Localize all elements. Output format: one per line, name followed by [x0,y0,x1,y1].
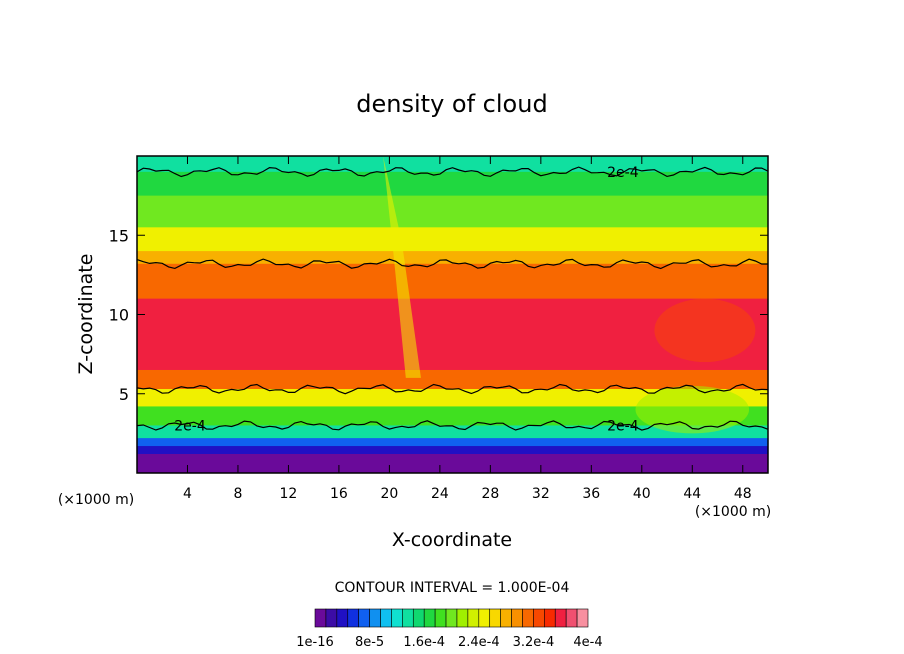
density-band [137,227,768,252]
colorbar-label: 8e-5 [355,635,384,650]
colorbar-swatch [369,608,381,628]
chart-title: density of cloud [356,90,547,118]
x-tick-label: 16 [330,486,348,502]
x-unit-right: (×1000 m) [695,504,771,520]
x-tick-label: 20 [380,486,398,502]
density-band [137,453,768,473]
contour-line [136,166,769,178]
colorbar-swatch [522,608,534,628]
density-band [137,406,768,427]
colorbar-swatch [456,608,469,628]
colorbar-label: 1.6e-4 [403,635,445,650]
x-tick-label: 4 [183,486,192,502]
density-band [137,425,768,439]
colorbar-swatch [412,608,425,628]
colorbar-swatch [554,608,567,628]
y-tick-label: 5 [119,385,129,404]
colorbar [314,608,589,628]
colorbar-swatch [445,608,458,628]
contour-line [136,258,768,270]
density-band [137,438,768,447]
colorbar-swatch [511,608,523,628]
colorbar-swatch [347,608,359,628]
band-group [137,156,768,473]
colorbar-swatch [576,608,589,628]
colorbar-swatch [391,608,403,628]
contour-label: 2e-4 [607,418,639,434]
density-band [137,446,768,455]
colorbar-swatch [533,608,545,628]
x-tick-label: 36 [582,486,600,502]
colorbar-swatch [478,608,491,628]
x-tick-label: 8 [233,486,242,502]
colorbar-swatch [434,608,447,628]
density-band [137,156,768,173]
density-band [137,369,768,390]
x-tick-label: 48 [734,486,752,502]
x-axis: 4 8 12 16 20 24 28 32 36 40 44 48 [183,156,752,502]
colorbar-swatch [544,608,556,628]
x-axis-label: X-coordinate [392,529,512,551]
colorbar-label: 2.4e-4 [458,635,500,650]
colorbar-swatch [358,608,370,628]
x-tick-label: 12 [280,486,298,502]
colorbar-swatch [314,608,327,628]
turbulent-patch [654,298,756,363]
colorbar-swatch [380,608,392,628]
contour-label: 2e-4 [174,418,206,434]
x-tick-label: 32 [532,486,550,502]
colorbar-swatch [423,608,436,628]
density-band [137,251,768,265]
x-tick-label: 28 [481,486,499,502]
colorbar-label: 1e-16 [296,635,334,650]
contour-line [136,383,769,395]
colorbar-swatch [467,608,480,628]
turbulent-patch [635,385,750,434]
y-axis-label: Z-coordinate [75,254,97,375]
colorbar-swatch [489,608,501,628]
contour-label: 2e-4 [607,165,639,181]
density-plume [383,156,421,378]
colorbar-swatch [565,608,578,628]
density-band [137,263,768,300]
y-tick-label: 15 [109,226,129,245]
colorbar-swatch [336,608,349,628]
colorbar-swatch [402,608,414,628]
colorbar-label: 3.2e-4 [513,635,555,650]
plot-area [137,156,768,473]
x-tick-label: 40 [633,486,651,502]
x-tick-label: 24 [431,486,449,502]
colorbar-labels: 1e-16 8e-5 1.6e-4 2.4e-4 3.2e-4 4e-4 [296,635,602,650]
colorbar-swatch [500,608,512,628]
density-band [137,195,768,228]
colorbar-swatch [325,608,338,628]
contour-line [136,420,769,431]
x-unit-left: (×1000 m) [58,492,134,508]
contour-interval: CONTOUR INTERVAL = 1.000E-04 [335,580,570,596]
colorbar-label: 4e-4 [573,635,602,650]
y-axis: 5 10 15 [109,226,768,404]
x-tick-label: 44 [683,486,701,502]
density-band [137,171,768,197]
density-band [137,388,768,408]
contour-lines: 2e-4 2e-4 2e-4 [136,165,769,434]
y-tick-label: 10 [109,306,129,325]
